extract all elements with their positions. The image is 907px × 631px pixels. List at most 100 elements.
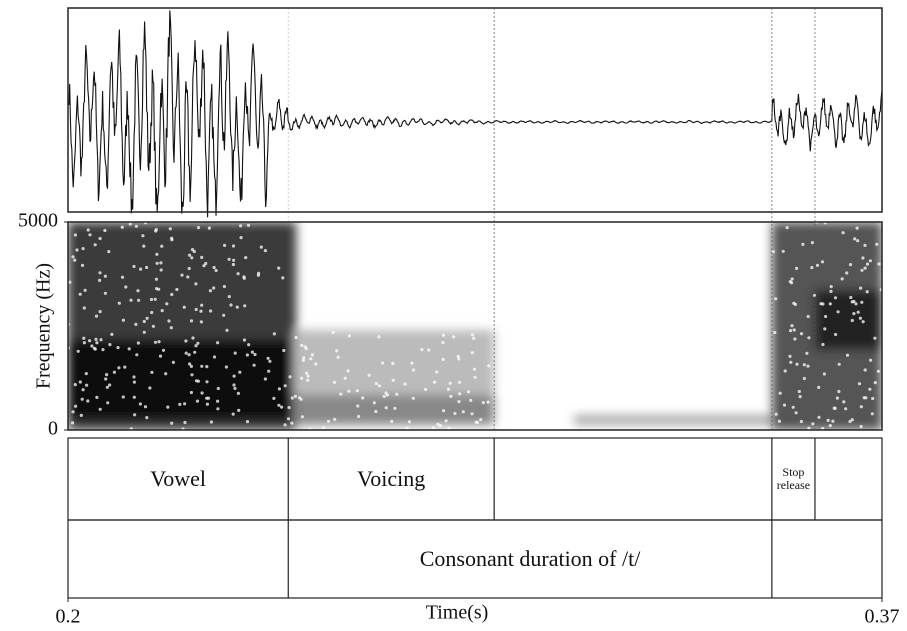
- harmonic-dot: [170, 292, 174, 297]
- harmonic-dot: [83, 288, 87, 292]
- harmonic-dot: [771, 250, 776, 254]
- harmonic-dot: [186, 275, 190, 279]
- harmonic-dot: [263, 249, 267, 253]
- harmonic-dot: [105, 373, 109, 377]
- harmonic-dot: [136, 341, 140, 345]
- harmonic-dot: [859, 424, 863, 429]
- harmonic-dot: [390, 419, 394, 423]
- harmonic-dot: [73, 258, 77, 262]
- harmonic-dot: [266, 356, 270, 360]
- harmonic-dot: [93, 243, 97, 247]
- harmonic-dot: [411, 396, 415, 400]
- harmonic-dot: [82, 341, 86, 345]
- harmonic-dot: [347, 389, 351, 393]
- harmonic-dot: [212, 286, 216, 290]
- harmonic-dot: [487, 364, 491, 368]
- harmonic-dot: [247, 343, 251, 347]
- harmonic-dot: [222, 313, 226, 317]
- tier-label: Consonant duration of /t/: [419, 546, 641, 572]
- harmonic-dot: [799, 419, 804, 424]
- harmonic-dot: [223, 243, 227, 247]
- harmonic-dot: [817, 385, 821, 389]
- harmonic-dot: [840, 277, 844, 281]
- harmonic-dot: [807, 336, 811, 340]
- harmonic-dot: [98, 236, 102, 241]
- harmonic-dot: [216, 407, 220, 411]
- harmonic-dot: [282, 348, 286, 353]
- harmonic-dot: [209, 420, 213, 424]
- harmonic-dot: [472, 367, 477, 371]
- harmonic-dot: [216, 341, 220, 345]
- harmonic-dot: [858, 316, 863, 320]
- harmonic-dot: [288, 375, 292, 379]
- harmonic-dot: [233, 351, 237, 355]
- harmonic-dot: [802, 363, 806, 367]
- harmonic-dot: [377, 384, 382, 388]
- harmonic-dot: [135, 353, 139, 357]
- tier-interval: Voicing: [357, 467, 425, 490]
- harmonic-dot: [208, 289, 212, 293]
- harmonic-dot: [481, 401, 485, 405]
- harmonic-dot: [85, 383, 89, 387]
- harmonic-dot: [410, 361, 414, 365]
- harmonic-dot: [792, 328, 796, 332]
- harmonic-dot: [339, 392, 343, 396]
- harmonic-dot: [133, 413, 137, 417]
- harmonic-dot: [306, 378, 310, 382]
- harmonic-dot: [204, 261, 208, 266]
- harmonic-dot: [865, 262, 870, 266]
- harmonic-dot: [132, 375, 136, 379]
- harmonic-dot: [236, 272, 240, 276]
- tier-label: Vowel: [150, 466, 207, 492]
- harmonic-dot: [227, 295, 231, 299]
- harmonic-dot: [326, 419, 331, 423]
- harmonic-dot: [145, 316, 149, 320]
- harmonic-dot: [225, 328, 229, 332]
- harmonic-dot: [859, 405, 863, 409]
- harmonic-dot: [224, 365, 228, 369]
- harmonic-dot: [869, 358, 873, 362]
- harmonic-dot: [183, 420, 187, 425]
- harmonic-dot: [798, 395, 802, 399]
- harmonic-dot: [861, 320, 865, 324]
- y-tick-label: 5000: [18, 210, 58, 232]
- harmonic-dot: [861, 256, 865, 260]
- harmonic-dot: [283, 384, 287, 388]
- harmonic-dot: [142, 319, 146, 324]
- harmonic-dot: [108, 343, 112, 347]
- harmonic-dot: [166, 405, 170, 409]
- harmonic-dot: [242, 276, 246, 280]
- harmonic-dot: [441, 357, 445, 361]
- harmonic-dot: [73, 233, 77, 237]
- harmonic-dot: [783, 369, 787, 373]
- harmonic-dot: [121, 395, 125, 399]
- harmonic-dot: [452, 335, 456, 339]
- harmonic-dot: [794, 411, 798, 415]
- harmonic-dot: [470, 351, 474, 355]
- harmonic-dot: [299, 397, 303, 401]
- harmonic-dot: [789, 329, 793, 333]
- harmonic-dot: [158, 354, 163, 358]
- harmonic-dot: [848, 419, 852, 424]
- harmonic-dot: [175, 287, 179, 292]
- harmonic-dot: [286, 417, 291, 421]
- harmonic-dot: [189, 390, 193, 395]
- harmonic-dot: [272, 332, 276, 336]
- harmonic-dot: [442, 409, 446, 413]
- harmonic-dot: [235, 305, 239, 309]
- harmonic-dot: [826, 418, 830, 422]
- x-axis-label: Time(s): [426, 602, 489, 624]
- harmonic-dot: [332, 380, 337, 384]
- harmonic-dot: [93, 347, 97, 351]
- harmonic-dot: [860, 300, 864, 304]
- harmonic-dot: [132, 395, 136, 399]
- harmonic-dot: [82, 336, 86, 340]
- harmonic-dot: [314, 362, 318, 366]
- harmonic-dot: [277, 266, 281, 270]
- harmonic-dot: [335, 349, 339, 353]
- harmonic-dot: [209, 309, 213, 313]
- harmonic-dot: [833, 406, 837, 410]
- harmonic-dot: [281, 276, 285, 280]
- harmonic-dot: [790, 324, 794, 328]
- harmonic-dot: [795, 362, 799, 366]
